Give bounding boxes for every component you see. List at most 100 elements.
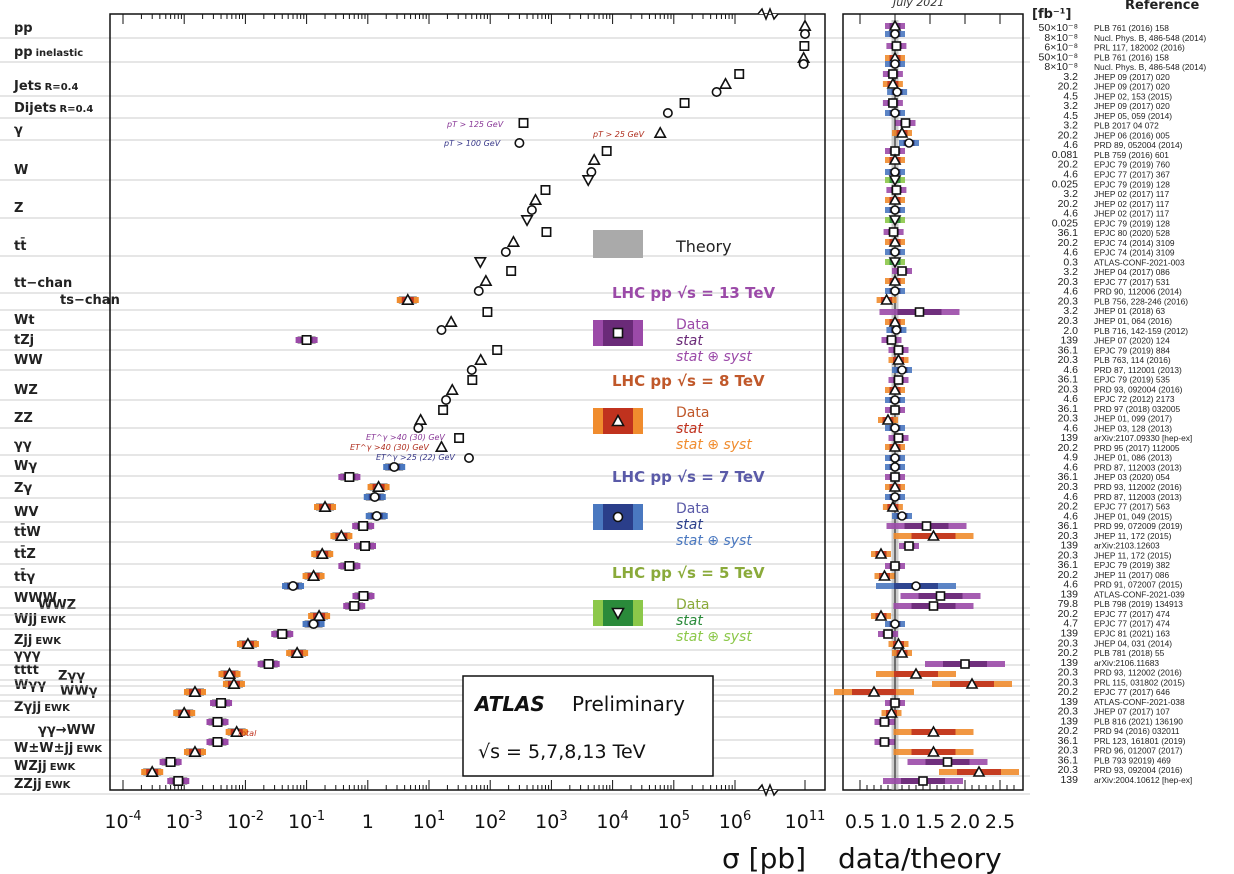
lumi-value: 20.2 [1058,81,1079,93]
square-marker [799,40,810,51]
reference-entry: PRD 94 (2016) 032011 [1094,726,1180,736]
left-tick-label: 102 [474,809,506,833]
legend-data-label: Data [676,405,709,421]
lumi-value: 139 [1060,540,1078,552]
axis-break-marks [757,6,779,798]
process-label: pp [14,21,33,36]
right-axis-ticks: 0.5 1.0 1.5 2.0 2.5 [845,14,1015,833]
process-label-sub: EWK [45,780,72,791]
lumi-value: 20.2 [1058,501,1079,513]
square-marker [921,521,932,531]
reference-entry: JHEP 01, 064 (2016) [1094,316,1172,326]
process-label: tt̄Z [14,546,36,562]
square-marker [344,471,355,482]
left-tick-label: 10-3 [166,809,203,833]
square-marker [893,375,904,385]
triangle-up-marker [222,667,237,680]
legend-stat-label: stat [676,517,703,533]
right-tick-label: 0.5 [845,811,875,833]
right-plot-frame [842,13,1024,791]
square-marker [904,541,914,551]
process-label-sub: EWK [50,762,77,773]
triangle-up-marker [290,646,304,659]
square-marker [935,591,946,601]
square-marker [734,69,745,80]
reference-entry: PLB 816 (2021) 136190 [1094,716,1183,726]
square-marker [960,659,970,669]
reference-entry: JHEP 11, 172 (2015) [1094,550,1172,560]
lumi-value: 0.025 [1052,178,1078,190]
reference-entry: EPJC 79 (2019) 128 [1094,179,1170,189]
reference-entry: JHEP 11, 172 (2015) [1094,531,1172,541]
reference-entry: JHEP 09 (2017) 020 [1094,101,1170,111]
right-tick-label: 1.0 [880,811,910,833]
circle-marker [890,453,900,463]
process-label: WWW [14,591,57,606]
square-marker [897,266,907,276]
lumi-value: 20.2 [1058,725,1079,737]
square-marker [540,185,551,196]
lumi-value: 20.2 [1058,198,1079,210]
square-marker [492,344,503,355]
square-marker [358,520,369,531]
square-marker [359,540,370,551]
circle-marker [389,461,400,472]
reference-entry: JHEP 09 (2017) 020 [1094,82,1170,92]
circle-marker [890,286,900,296]
x-axis-title-right: data/theory [838,842,1002,874]
annotation-et25-7: ET^γ >25 (22) GeV [376,453,455,462]
lumi-value: 3.2 [1063,100,1078,112]
reference-entry: EPJC 81 (2021) 163 [1094,629,1170,639]
triangle-up-marker [372,480,386,493]
reference-entry: PRD 95 (2017) 112005 [1094,443,1180,453]
circle-marker [890,619,900,629]
circle-marker [466,364,477,375]
square-marker [890,405,900,415]
right-tick-label: 1.5 [915,811,945,833]
triangle-up-marker [895,646,909,658]
left-tick-label: 101 [413,809,445,833]
process-label: Dijets R=0.4 [14,101,93,116]
reference-entry: PRD 89, 052004 (2014) [1094,140,1183,150]
square-marker [601,146,612,157]
triangle-up-marker [798,19,812,32]
left-tick-label: 1011 [785,809,826,833]
process-label: Zjj EWK [14,633,62,648]
lumi-value: 4.5 [1063,90,1078,102]
square-marker [358,590,369,601]
triangle-up-marker [888,440,902,452]
lumi-value: 20.3 [1058,745,1079,757]
lumi-value: 4.7 [1063,618,1078,630]
lumi-value: 4.6 [1063,247,1078,259]
reference-entry: EPJC 77 (2017) 474 [1094,619,1170,629]
lumi-value: 20.2 [1058,608,1079,620]
lumi-value: 4.6 [1063,286,1078,298]
triangle-up-marker [880,293,893,305]
lumi-value: 20.3 [1058,354,1079,366]
lumi-value: 4.9 [1063,452,1078,464]
triangle-up-marker [528,193,543,205]
energy-label: √s = 5,7,8,13 TeV [478,741,646,763]
square-marker [454,432,465,443]
square-marker [914,307,925,317]
header-date: July 2021 [891,0,944,9]
process-label: tttt [14,663,39,678]
left-plot-frame [109,13,826,791]
atlas-box: ATLAS Preliminary √s = 5,7,8,13 TeV [462,675,714,777]
reference-entry: PLB 716, 142-159 (2012) [1094,326,1188,336]
process-label: Zγ [14,481,32,496]
triangle-up-marker [874,547,888,559]
lumi-value: 6×10⁻⁸ [1044,42,1078,54]
square-marker [612,327,624,339]
legend-syst-label: stat ⊕ syst [676,533,752,549]
square-marker [893,345,904,355]
lumi-value: 50×10⁻⁸ [1039,22,1078,34]
lumi-value: 20.3 [1058,481,1079,493]
process-label: W±W±jj EWK [14,741,103,756]
circle-marker [890,423,900,433]
triangle-up-marker [888,235,902,247]
square-marker [890,472,900,482]
lumi-value: 139 [1060,715,1078,727]
square-marker [277,628,288,639]
reference-entry: ATLAS-CONF-2021-038 [1094,697,1185,707]
